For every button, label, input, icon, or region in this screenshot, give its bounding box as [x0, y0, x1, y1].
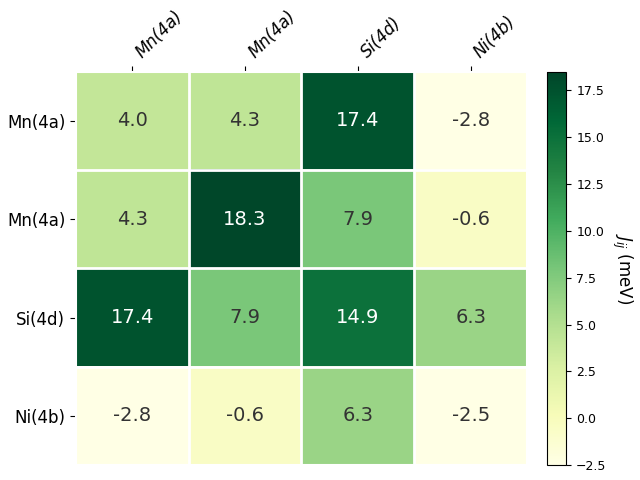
Text: 7.9: 7.9 [230, 308, 260, 327]
Text: -2.8: -2.8 [113, 407, 151, 425]
Text: 6.3: 6.3 [455, 308, 486, 327]
Text: 17.4: 17.4 [336, 111, 380, 130]
Text: 6.3: 6.3 [342, 407, 373, 425]
Text: 4.0: 4.0 [116, 111, 148, 130]
Y-axis label: $J_{ij}$ (meV): $J_{ij}$ (meV) [610, 233, 634, 304]
Text: 7.9: 7.9 [342, 210, 373, 228]
Text: -2.8: -2.8 [452, 111, 490, 130]
Text: 17.4: 17.4 [111, 308, 154, 327]
Text: 4.3: 4.3 [116, 210, 148, 228]
Text: 14.9: 14.9 [336, 308, 380, 327]
Text: -0.6: -0.6 [452, 210, 490, 228]
Text: 4.3: 4.3 [230, 111, 260, 130]
Text: -2.5: -2.5 [451, 407, 490, 425]
Text: -0.6: -0.6 [226, 407, 264, 425]
Text: 18.3: 18.3 [223, 210, 267, 228]
